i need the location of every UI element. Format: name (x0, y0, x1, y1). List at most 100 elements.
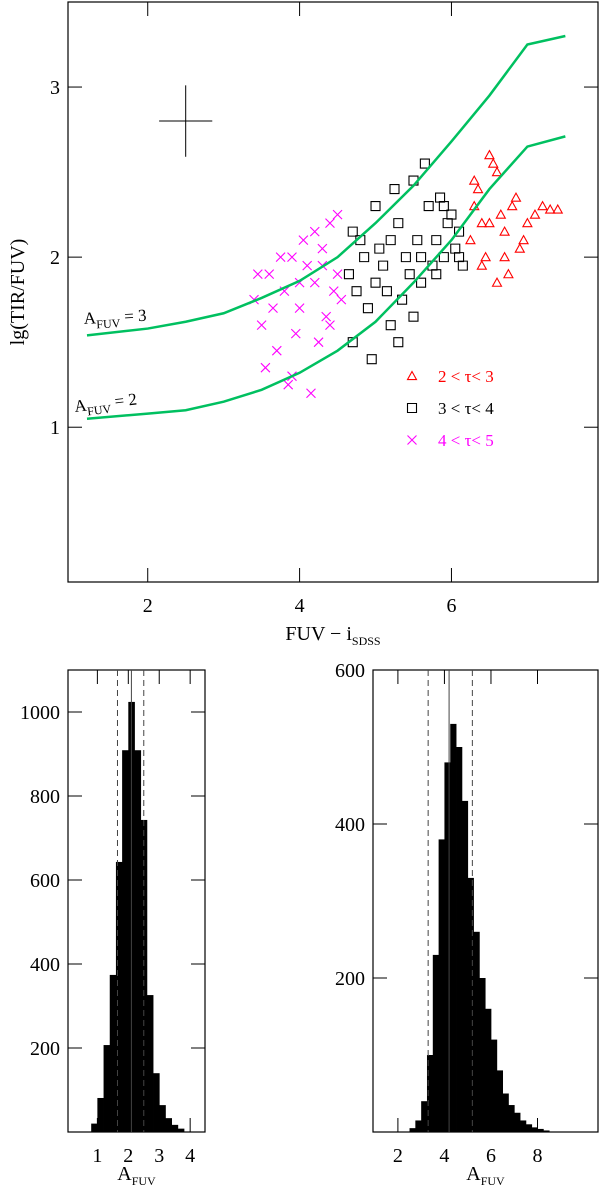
legend: 2 < τ< 3 3 < τ< 4 4 < τ< 5 (406, 367, 494, 450)
curve-label-part: A (83, 308, 97, 328)
curve-label: AFUV = 3 (83, 306, 147, 332)
y-tick-label: 200 (335, 968, 365, 990)
x-tick-label: 2 (143, 595, 153, 617)
point (442, 218, 453, 229)
legend-marker (406, 402, 418, 414)
bar (115, 861, 123, 1132)
bar (159, 1105, 166, 1132)
bar (409, 1128, 416, 1132)
model-curve (86, 34, 566, 337)
x-axis-label-part: FUV (481, 1174, 505, 1188)
bar (177, 1128, 185, 1132)
bar (426, 1055, 434, 1132)
bar (109, 974, 117, 1132)
point (404, 269, 415, 280)
point (294, 303, 305, 314)
x-tick-label: 8 (533, 1145, 543, 1167)
point (491, 277, 503, 287)
bar (537, 1128, 544, 1132)
point (476, 260, 488, 270)
bar (444, 762, 451, 1132)
x-tick-label: 4 (439, 1145, 449, 1167)
point (416, 252, 427, 263)
model-curve (86, 135, 566, 420)
bar (450, 723, 457, 1132)
point (321, 311, 332, 322)
point (450, 243, 461, 254)
bar (456, 747, 463, 1132)
point (325, 320, 335, 331)
point (317, 243, 328, 254)
y-tick-label: 200 (30, 1038, 60, 1060)
legend-label: 2 < τ< 3 (438, 367, 494, 386)
x-axis-label-part: SDSS (352, 634, 381, 648)
point (521, 217, 533, 228)
bar (514, 1112, 521, 1132)
point (332, 269, 343, 280)
y-tick-label: 3 (50, 77, 60, 99)
y-tick-label: 1 (50, 417, 60, 439)
y-tick-label: 600 (335, 660, 365, 682)
point (400, 252, 411, 263)
bar (165, 1118, 173, 1132)
y-tick-label: 600 (30, 870, 60, 892)
bar (153, 1073, 160, 1132)
point (347, 226, 358, 237)
point (309, 226, 320, 237)
x-axis-label-part: FUV (132, 1174, 156, 1188)
point (438, 201, 449, 212)
point (351, 286, 362, 297)
x-axis-label-part: FUV − i (285, 623, 352, 645)
point (374, 243, 385, 254)
point (393, 337, 404, 348)
point (366, 354, 377, 365)
legend-label: 4 < τ< 5 (438, 431, 494, 450)
point (483, 217, 495, 228)
bar (134, 750, 142, 1132)
x-tick-label: 4 (295, 595, 305, 617)
curve-label-part: = 2 (109, 389, 138, 411)
bar (91, 1123, 98, 1132)
point (370, 277, 381, 288)
bar (520, 1120, 527, 1132)
point (389, 184, 400, 195)
point (359, 252, 370, 263)
point (260, 362, 271, 373)
point (506, 200, 518, 211)
point (491, 166, 503, 177)
x-tick-label: 4 (185, 1145, 195, 1167)
x-tick-label: 2 (123, 1145, 133, 1167)
x-tick-label: 1 (92, 1145, 102, 1167)
point (419, 158, 430, 169)
bar (508, 1105, 515, 1132)
point (457, 260, 468, 271)
point (306, 388, 316, 399)
x-axis-label: AFUV (117, 1163, 156, 1188)
point (309, 277, 320, 288)
x-axis-label: AFUV (466, 1163, 505, 1188)
point (423, 201, 434, 212)
point (370, 201, 381, 212)
point (290, 328, 301, 339)
bar (485, 1008, 492, 1132)
point (336, 294, 347, 305)
point (495, 208, 507, 219)
point (381, 286, 392, 297)
point (552, 203, 564, 214)
point (453, 252, 465, 263)
point (544, 203, 556, 214)
point (328, 286, 339, 297)
point (298, 235, 309, 246)
y-tick-label: 800 (30, 786, 60, 808)
curve-label: AFUV = 2 (73, 389, 138, 419)
x-tick-label: 2 (393, 1145, 403, 1167)
point (431, 235, 442, 246)
point (271, 345, 282, 356)
bar (467, 877, 474, 1132)
point (487, 157, 499, 168)
x-tick-label: 6 (486, 1145, 496, 1167)
curve-label-part: FUV (96, 316, 121, 331)
bar (496, 1070, 504, 1132)
point (268, 303, 278, 314)
point (385, 320, 396, 331)
